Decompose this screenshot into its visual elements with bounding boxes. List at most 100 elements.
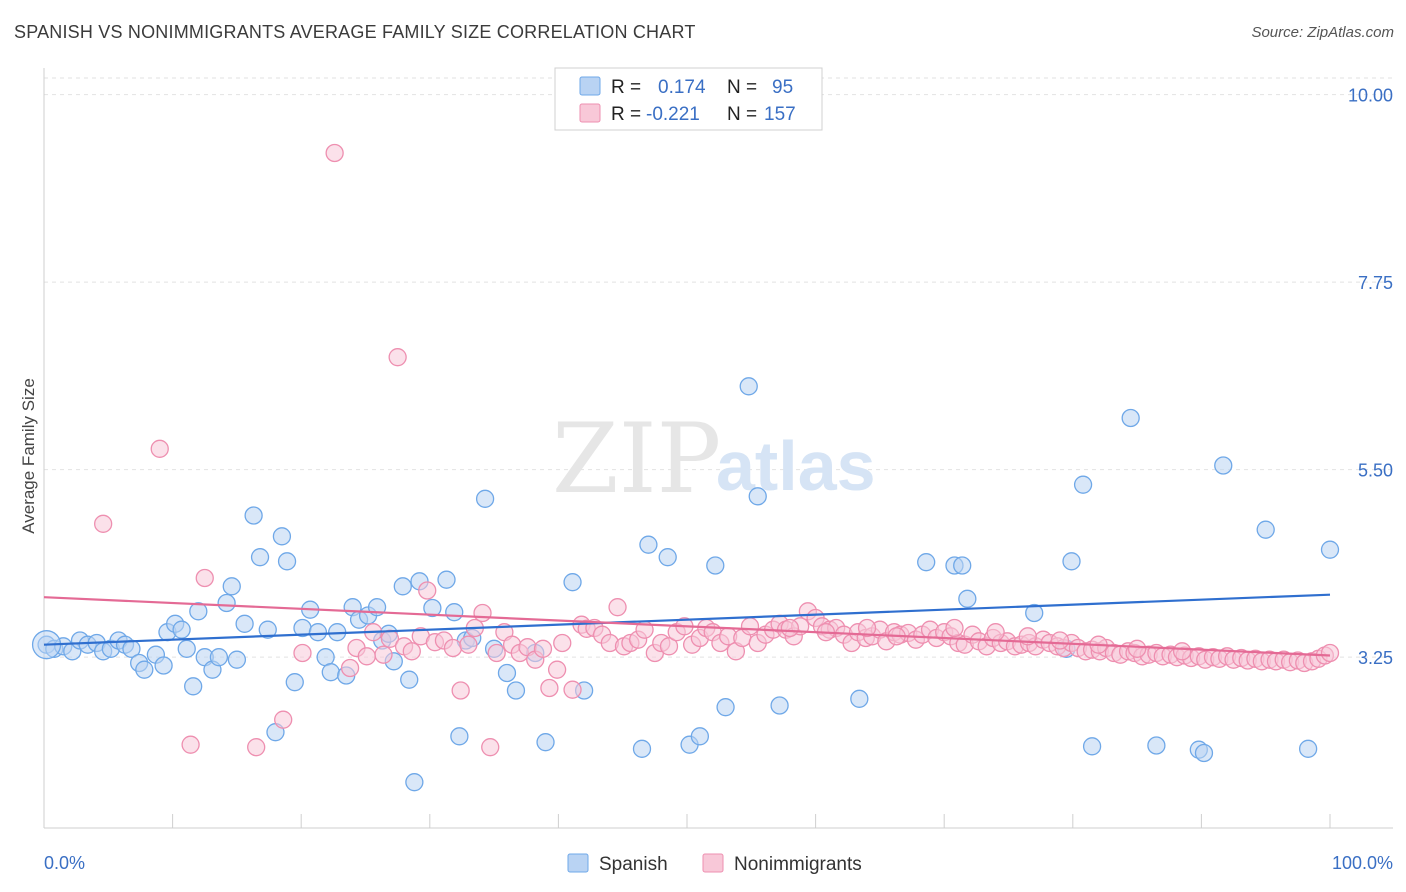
point-nonimmigrants xyxy=(402,642,421,661)
legend-r-label: R = xyxy=(611,104,641,125)
point-spanish xyxy=(222,577,241,596)
point-nonimmigrants xyxy=(481,738,500,757)
legend-r-label: R = xyxy=(611,77,641,98)
point-nonimmigrants xyxy=(1320,643,1340,663)
point-spanish xyxy=(563,573,582,592)
bottom-legend-swatch-nonimmigrants xyxy=(702,853,724,873)
point-spanish xyxy=(1214,456,1233,475)
point-spanish xyxy=(1025,603,1044,623)
point-nonimmigrants xyxy=(293,643,312,663)
legend-n-label: N = xyxy=(727,77,757,98)
point-spanish xyxy=(393,577,412,596)
point-nonimmigrants xyxy=(181,735,200,754)
point-spanish xyxy=(1256,520,1275,539)
point-spanish xyxy=(690,727,710,746)
point-spanish xyxy=(400,670,419,689)
point-spanish xyxy=(1194,743,1214,763)
point-nonimmigrants xyxy=(533,639,553,658)
x-tick-label-min: 0.0% xyxy=(44,853,85,873)
point-spanish xyxy=(497,663,517,683)
point-nonimmigrants xyxy=(1127,639,1147,658)
point-spanish xyxy=(308,623,328,642)
point-nonimmigrants xyxy=(487,643,506,663)
point-nonimmigrants xyxy=(94,514,113,533)
point-spanish xyxy=(172,620,191,639)
point-spanish xyxy=(244,506,263,525)
chart-title: SPANISH VS NONIMMIGRANTS AVERAGE FAMILY … xyxy=(14,22,696,42)
x-tick-label-max: 100.0% xyxy=(1332,853,1393,873)
axes xyxy=(43,68,1393,829)
point-nonimmigrants xyxy=(659,637,679,656)
point-nonimmigrants xyxy=(780,618,800,638)
point-spanish xyxy=(437,570,456,589)
watermark-atlas: atlas xyxy=(716,427,876,505)
data-points xyxy=(31,143,1340,792)
point-nonimmigrants xyxy=(473,603,492,623)
point-spanish xyxy=(1320,540,1340,559)
point-spanish xyxy=(953,556,972,575)
point-spanish xyxy=(1062,552,1081,571)
point-spanish xyxy=(706,556,725,575)
point-spanish xyxy=(958,589,977,608)
trend-line-spanish xyxy=(43,593,1331,646)
point-spanish xyxy=(770,696,789,715)
point-spanish xyxy=(739,377,758,396)
point-nonimmigrants xyxy=(150,439,169,458)
legend-swatch-nonimmigrants xyxy=(579,103,601,123)
point-nonimmigrants xyxy=(247,738,266,757)
point-spanish xyxy=(1298,739,1318,758)
point-spanish xyxy=(658,548,677,567)
point-spanish xyxy=(1147,736,1166,755)
y-tick-label: 10.00 xyxy=(1348,86,1393,106)
legend-n-value: 95 xyxy=(772,77,793,98)
y-tick-label: 3.25 xyxy=(1358,648,1393,668)
point-spanish xyxy=(748,487,767,506)
point-spanish xyxy=(235,614,254,633)
point-spanish xyxy=(632,739,652,758)
bottom-legend: Spanish Nonimmigrants xyxy=(567,853,862,875)
y-tick-label: 7.75 xyxy=(1358,273,1393,293)
y-axis-label: Average Family Size xyxy=(19,378,38,534)
point-spanish xyxy=(184,677,203,696)
point-nonimmigrants xyxy=(374,645,393,664)
watermark: ZIP atlas xyxy=(552,403,876,515)
legend-n-label: N = xyxy=(727,104,757,125)
trend-lines xyxy=(43,593,1331,657)
point-spanish xyxy=(536,733,555,752)
point-spanish xyxy=(321,663,340,682)
point-nonimmigrants xyxy=(547,660,567,679)
point-spanish xyxy=(917,553,936,572)
point-nonimmigrants xyxy=(1172,642,1192,661)
point-spanish xyxy=(1121,408,1140,428)
point-spanish xyxy=(277,552,297,571)
bottom-legend-label-nonimmigrants: Nonimmigrants xyxy=(734,854,862,875)
point-nonimmigrants xyxy=(563,680,582,699)
point-spanish xyxy=(1073,475,1093,494)
point-spanish xyxy=(250,548,270,567)
point-nonimmigrants xyxy=(325,143,344,163)
point-spanish xyxy=(506,681,526,700)
point-nonimmigrants xyxy=(553,633,572,653)
point-spanish xyxy=(258,620,277,639)
point-nonimmigrants xyxy=(340,658,360,678)
point-spanish xyxy=(639,535,658,554)
bottom-legend-label-spanish: Spanish xyxy=(599,854,668,875)
point-nonimmigrants xyxy=(857,618,877,638)
point-spanish xyxy=(1082,737,1102,756)
point-nonimmigrants xyxy=(945,618,964,638)
point-spanish xyxy=(217,593,236,613)
point-spanish xyxy=(285,673,304,692)
point-nonimmigrants xyxy=(459,635,478,654)
point-nonimmigrants xyxy=(274,710,293,729)
point-nonimmigrants xyxy=(986,623,1005,642)
point-spanish xyxy=(405,773,424,792)
point-nonimmigrants xyxy=(540,678,559,698)
point-spanish xyxy=(154,656,173,675)
point-spanish xyxy=(445,603,464,622)
legend-r-value: -0.221 xyxy=(646,104,700,125)
bottom-legend-swatch-spanish xyxy=(567,853,589,873)
point-nonimmigrants xyxy=(608,598,627,617)
point-spanish xyxy=(135,660,154,679)
point-nonimmigrants xyxy=(1050,631,1070,650)
